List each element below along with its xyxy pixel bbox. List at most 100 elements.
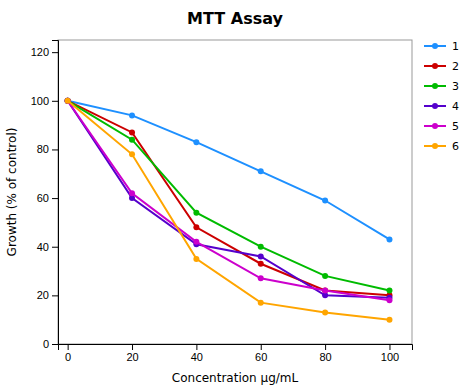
- y-axis: 0 20 40 60 80 100 120: [31, 41, 59, 351]
- legend-label: 6: [452, 140, 459, 153]
- legend-item: 6: [424, 140, 459, 153]
- legend-item: 4: [424, 100, 459, 113]
- point: [129, 137, 135, 143]
- point: [258, 168, 264, 174]
- tick-label: 80: [319, 351, 331, 363]
- legend-label: 3: [452, 80, 459, 93]
- tick-mark: [52, 52, 58, 53]
- plot-frame: [58, 40, 412, 344]
- x-axis: 0 20 40 60 80 100: [59, 344, 413, 363]
- legend-label: 2: [452, 60, 459, 73]
- legend-item: 2: [424, 60, 459, 73]
- tick: 0: [65, 344, 71, 363]
- tick-mark: [52, 247, 58, 248]
- point: [65, 98, 71, 104]
- point: [386, 317, 392, 323]
- point: [322, 287, 328, 293]
- tick-mark: [261, 344, 262, 350]
- tick-mark: [132, 344, 133, 350]
- point: [386, 236, 392, 242]
- point: [258, 261, 264, 267]
- tick-mark: [52, 344, 58, 345]
- legend-marker: [432, 123, 438, 129]
- legend-marker: [432, 43, 438, 49]
- axis-domain: [59, 345, 413, 351]
- point: [129, 190, 135, 196]
- tick: 100: [31, 95, 58, 107]
- tick: 20: [37, 289, 58, 301]
- series-line: [68, 101, 390, 298]
- legend-marker: [432, 63, 438, 69]
- tick: 0: [43, 338, 58, 350]
- tick: 40: [191, 344, 203, 363]
- legend-label: 5: [452, 120, 459, 133]
- point: [65, 98, 71, 104]
- series-line: [68, 101, 390, 296]
- point: [386, 287, 392, 293]
- point: [129, 129, 135, 135]
- tick-label: 120: [31, 46, 49, 58]
- y-axis-title: Growth (% of control): [5, 128, 19, 257]
- legend-item: 3: [424, 80, 459, 93]
- tick-mark: [52, 101, 58, 102]
- plot: 0 20 40 60 80 100 0 20 40 60 80 100 120: [31, 40, 413, 363]
- point: [193, 224, 199, 230]
- x-axis-title: Concentration μg/mL: [172, 371, 299, 385]
- tick-label: 60: [37, 192, 49, 204]
- point: [193, 139, 199, 145]
- point: [322, 198, 328, 204]
- point: [258, 300, 264, 306]
- chart: 0 20 40 60 80 100 0 20 40 60 80 100 120 MTT Assay Conc…: [0, 0, 474, 392]
- legend-marker: [432, 83, 438, 89]
- point: [65, 98, 71, 104]
- legend-item: 5: [424, 120, 459, 133]
- point: [386, 297, 392, 303]
- point: [129, 151, 135, 157]
- tick: 80: [37, 143, 58, 155]
- point: [65, 98, 71, 104]
- point: [322, 287, 328, 293]
- series-group: [65, 98, 393, 323]
- tick: 60: [37, 192, 58, 204]
- tick-mark: [52, 198, 58, 199]
- point: [258, 244, 264, 250]
- tick: 60: [255, 344, 267, 363]
- tick: 20: [126, 344, 138, 363]
- point: [193, 239, 199, 245]
- series-line: [68, 101, 390, 300]
- point: [65, 98, 71, 104]
- tick-label: 100: [381, 351, 399, 363]
- point: [258, 275, 264, 281]
- point: [193, 256, 199, 262]
- point: [129, 112, 135, 118]
- tick-mark: [68, 344, 69, 350]
- tick-label: 20: [37, 289, 49, 301]
- legend-item: 1: [424, 40, 459, 53]
- tick: 80: [319, 344, 331, 363]
- tick-label: 40: [37, 241, 49, 253]
- tick: 120: [31, 46, 58, 58]
- tick-label: 100: [31, 95, 49, 107]
- point: [322, 273, 328, 279]
- legend-label: 1: [452, 40, 459, 53]
- legend-marker: [432, 103, 438, 109]
- tick-mark: [389, 344, 390, 350]
- tick: 40: [37, 241, 58, 253]
- tick-label: 0: [43, 338, 49, 350]
- tick-label: 60: [255, 351, 267, 363]
- tick-mark: [196, 344, 197, 350]
- tick-label: 20: [126, 351, 138, 363]
- series-line: [68, 101, 390, 291]
- legend-marker: [432, 143, 438, 149]
- tick-mark: [325, 344, 326, 350]
- title: MTT Assay: [187, 9, 283, 28]
- point: [322, 309, 328, 315]
- tick-label: 80: [37, 143, 49, 155]
- tick-mark: [52, 295, 58, 296]
- axis-domain: [52, 41, 59, 345]
- tick-label: 0: [65, 351, 71, 363]
- tick-label: 40: [191, 351, 203, 363]
- point: [193, 210, 199, 216]
- series-line: [68, 101, 390, 320]
- legend: 1 2 3 4 5 6: [424, 40, 459, 153]
